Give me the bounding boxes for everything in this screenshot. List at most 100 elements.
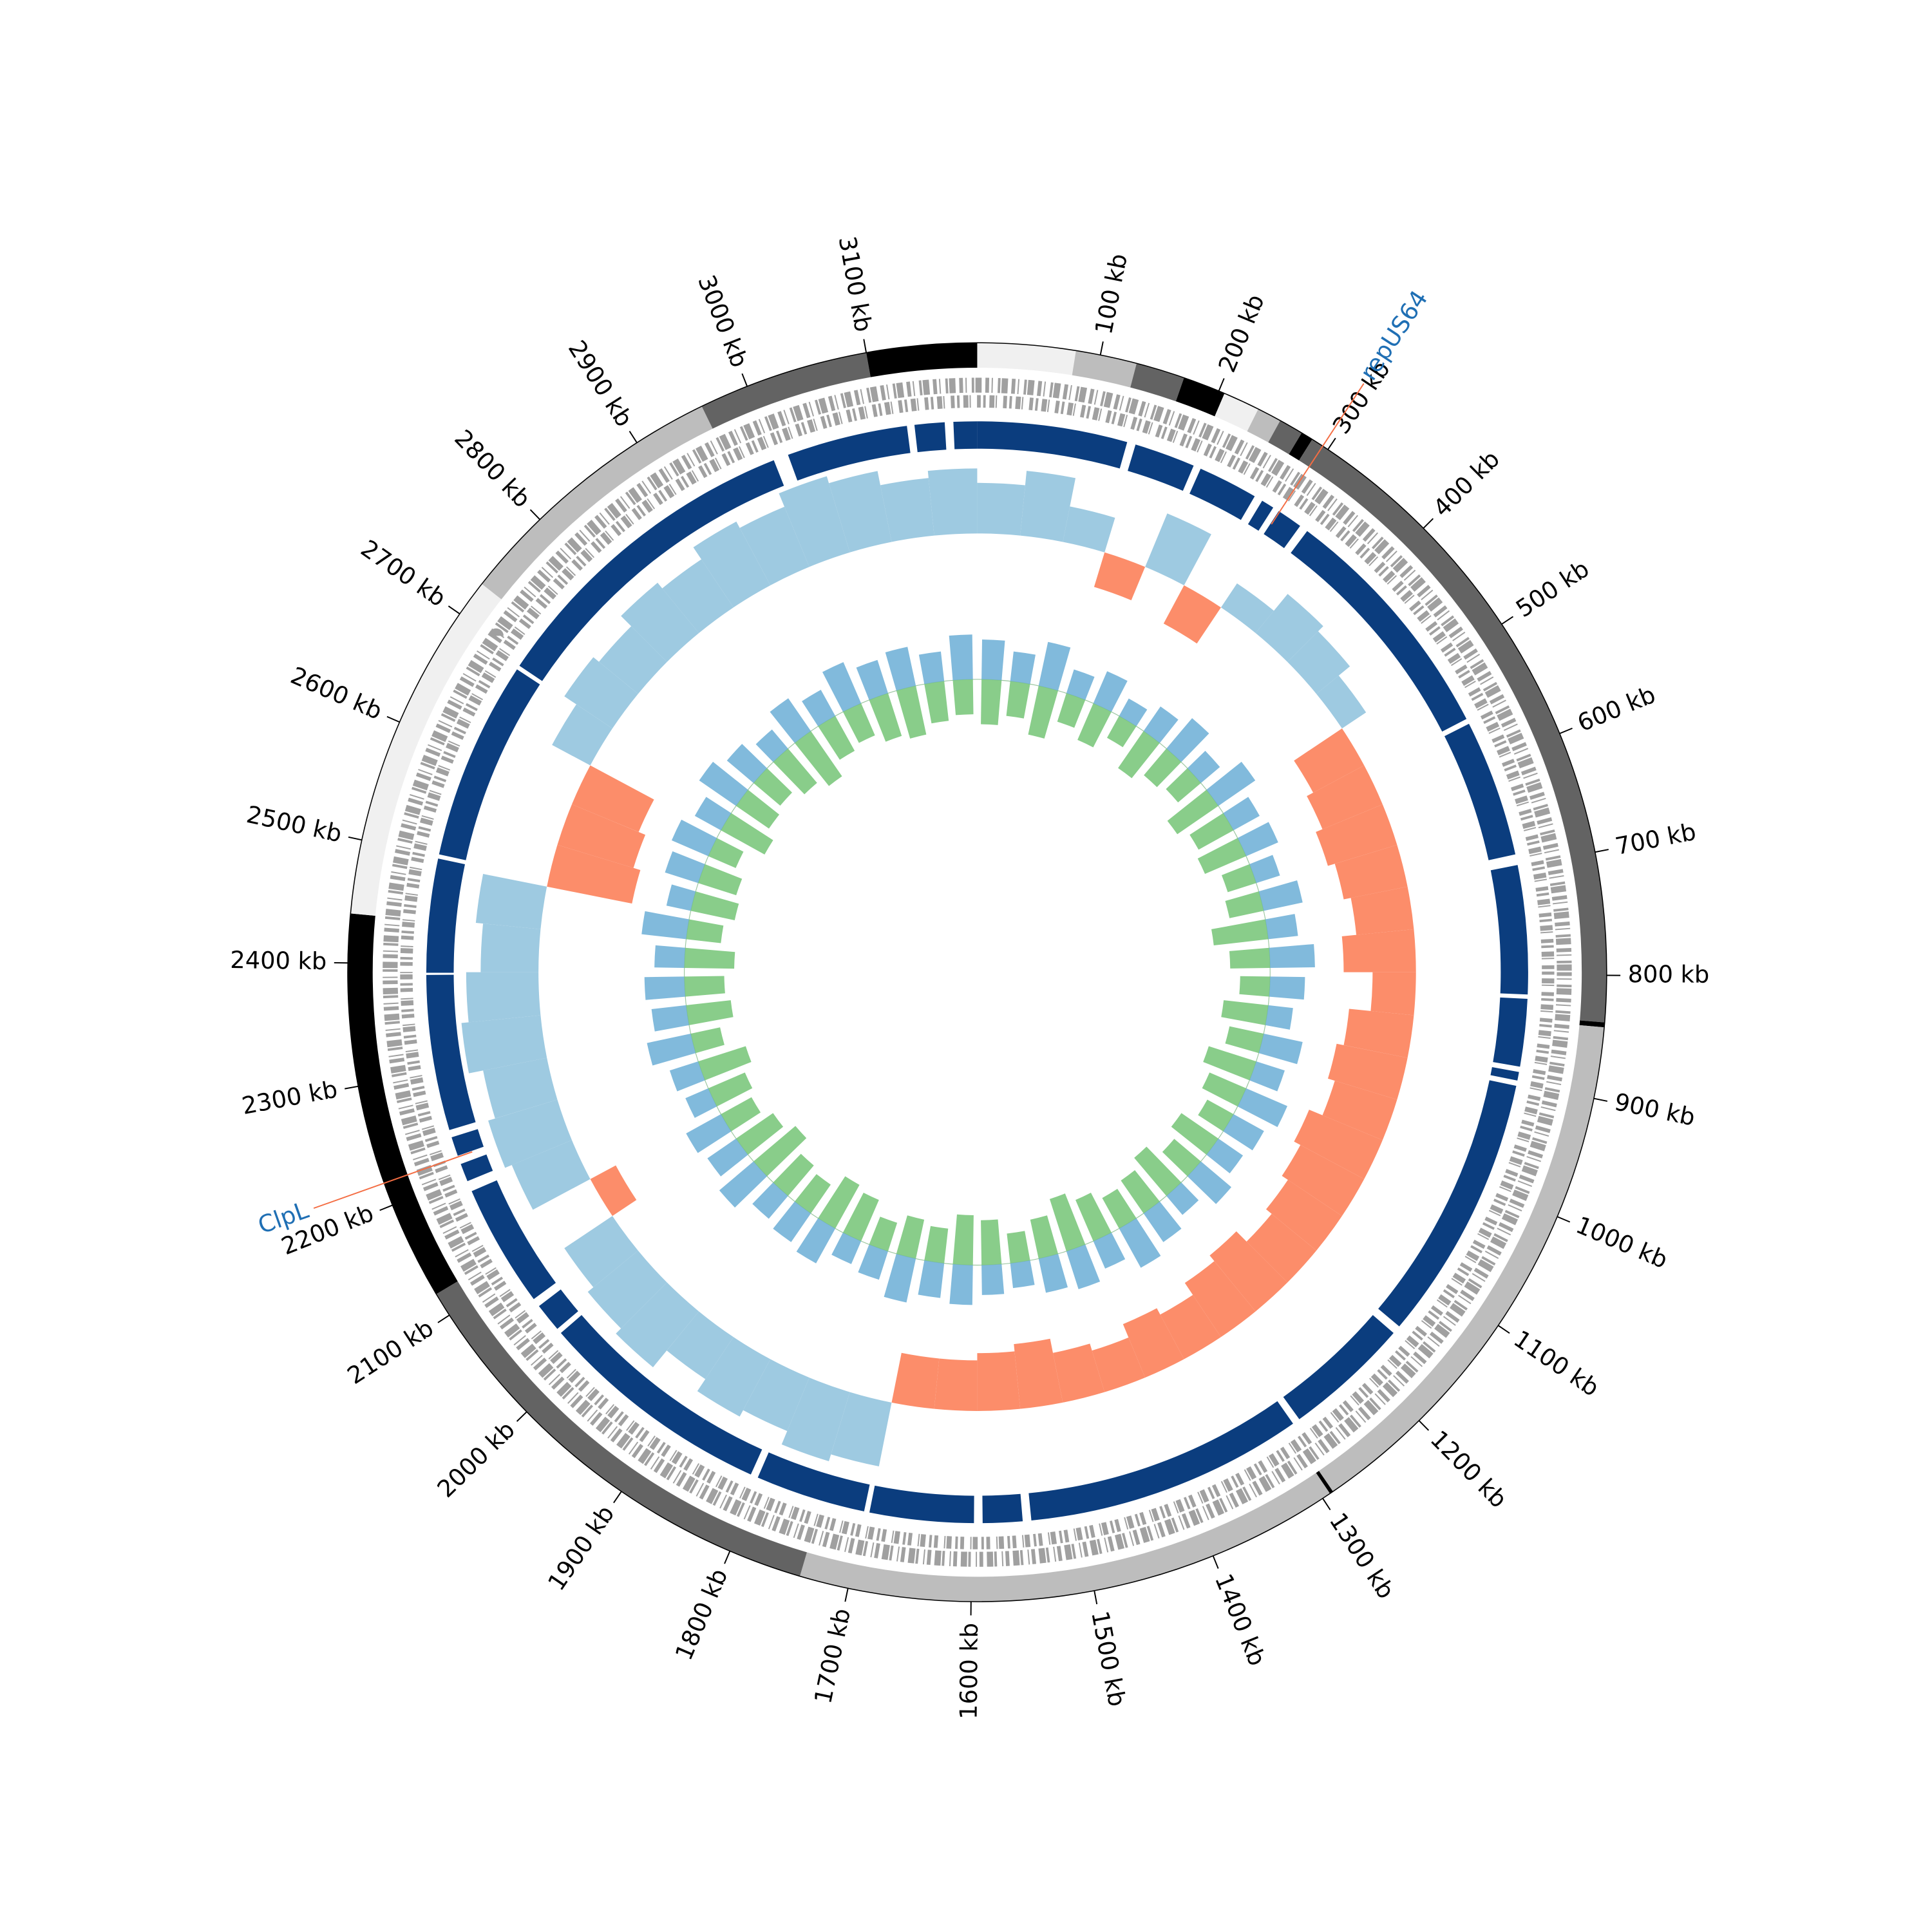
tick-label: 2900 kb	[563, 336, 638, 431]
skew-bar	[1066, 1244, 1101, 1289]
skew-bar	[858, 1244, 888, 1280]
skew-bar	[1167, 790, 1218, 835]
skew-bar	[1229, 947, 1271, 969]
block	[1189, 468, 1255, 520]
skew-bar	[1187, 1161, 1232, 1204]
skew-bar	[1249, 855, 1280, 884]
block	[977, 421, 1128, 469]
gc-bar	[977, 1351, 1021, 1411]
skew-bar	[666, 884, 696, 911]
block	[1128, 444, 1194, 491]
skew-bar	[1038, 641, 1071, 691]
gc-bar	[831, 1392, 892, 1466]
gc-bar	[1294, 1110, 1383, 1179]
gc-bar	[1316, 675, 1367, 729]
tick-label: 1000 kb	[1572, 1211, 1672, 1274]
contig	[1175, 377, 1225, 417]
skew-bar	[1093, 1232, 1126, 1269]
gc-bar	[1063, 506, 1115, 553]
gc-bar	[697, 1337, 771, 1417]
tick-label: 100 kb	[1090, 251, 1133, 336]
gc-bar	[1184, 1261, 1256, 1338]
skew-bar	[981, 639, 1005, 681]
skew-bar	[770, 698, 811, 743]
skew-bar	[698, 864, 743, 896]
block	[1444, 723, 1516, 860]
gc-bar	[488, 1099, 572, 1168]
skew-bar	[1010, 1260, 1035, 1289]
contig	[347, 913, 458, 1294]
tick-label: 200 kb	[1213, 290, 1270, 376]
block	[1291, 531, 1467, 732]
skew-bar	[795, 1174, 831, 1214]
gc-bar	[511, 1140, 591, 1210]
block	[460, 1154, 493, 1182]
gc-bar	[1282, 1144, 1365, 1217]
skew-bar	[1269, 976, 1305, 1000]
skew-bar	[822, 662, 862, 712]
contig	[866, 343, 978, 377]
block	[519, 460, 784, 681]
block	[538, 1289, 578, 1329]
tick-mark	[1418, 1420, 1430, 1431]
gc-bar	[779, 476, 850, 567]
gc-bar	[564, 657, 638, 729]
block	[1264, 511, 1300, 549]
tick-mark	[516, 1411, 527, 1422]
tick-label: 1500 kb	[1086, 1609, 1131, 1709]
gc-bar	[662, 559, 734, 634]
gc-bar	[1341, 929, 1416, 972]
gc-bar	[1163, 585, 1221, 644]
skew-bar	[1066, 669, 1095, 700]
skew-bar	[1119, 698, 1148, 726]
gc-bar	[781, 1378, 850, 1462]
gc-bar	[1209, 1231, 1288, 1312]
tick-mark	[529, 509, 540, 520]
skew-bar	[818, 715, 855, 760]
gc-bar	[927, 468, 978, 536]
skew-bar	[651, 1005, 690, 1032]
skew-bar	[896, 685, 927, 739]
tick-label: 2100 kb	[343, 1314, 439, 1390]
skew-bar	[735, 1113, 784, 1155]
gc-bar	[475, 874, 547, 929]
skew-bar	[684, 947, 735, 969]
gc-bar	[743, 1359, 810, 1432]
skew-bar	[1269, 943, 1315, 968]
skew-bar	[1223, 797, 1260, 831]
annotation-line	[313, 1151, 473, 1209]
skew-bar	[918, 651, 945, 685]
skew-bar	[686, 1000, 734, 1025]
skew-bar	[1006, 681, 1030, 719]
gc-bar	[1014, 1338, 1063, 1409]
skew-bar	[641, 911, 690, 940]
skew-bar	[690, 891, 739, 920]
tick-mark	[629, 430, 638, 443]
skew-bar	[726, 744, 768, 783]
skew-baseline	[684, 679, 1271, 1266]
tick-label: 2400 kb	[230, 946, 327, 975]
gc-bar	[1370, 972, 1416, 1016]
block	[914, 422, 947, 453]
skew-bar	[753, 1126, 807, 1177]
block	[788, 426, 911, 481]
contig	[1072, 350, 1137, 388]
skew-bar	[1102, 1189, 1137, 1229]
contig	[1215, 393, 1258, 431]
skew-bar	[669, 1061, 705, 1092]
contig	[701, 352, 871, 429]
skew-bar	[1121, 1170, 1160, 1214]
gc-bar	[1307, 765, 1383, 829]
tick-mark	[1559, 728, 1573, 734]
tick-mark	[863, 339, 867, 353]
skew-bar	[856, 659, 888, 700]
skew-bar	[1075, 1192, 1112, 1242]
tick-label: 3000 kb	[692, 271, 753, 371]
skew-bar	[698, 1046, 752, 1081]
contig	[1247, 409, 1280, 442]
skew-bar	[1203, 1046, 1256, 1081]
tick-mark	[1212, 1555, 1219, 1569]
tick-label: 500 kb	[1511, 554, 1594, 623]
skew-bar	[1189, 813, 1234, 850]
